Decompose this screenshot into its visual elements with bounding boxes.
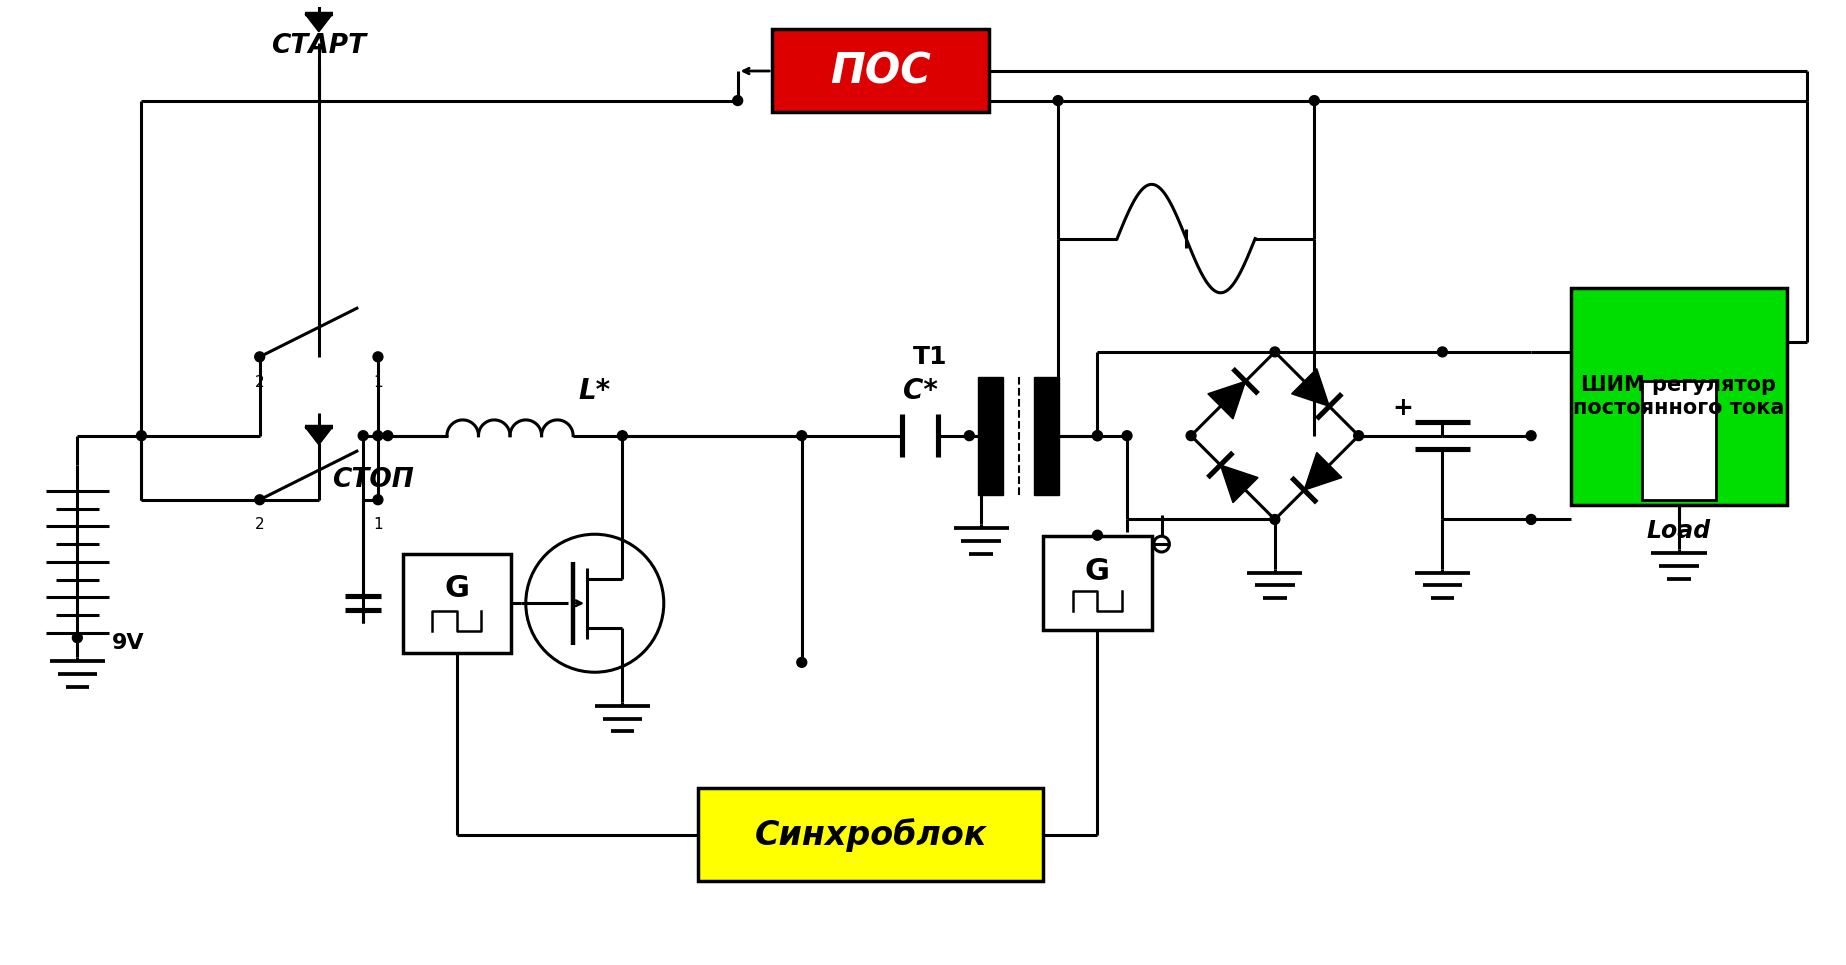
Polygon shape: [305, 14, 332, 32]
Text: 1: 1: [373, 517, 382, 533]
Text: ШИМ регулятор
постоянного тока: ШИМ регулятор постоянного тока: [1573, 374, 1785, 418]
Circle shape: [1187, 430, 1196, 441]
Circle shape: [1527, 514, 1536, 524]
Circle shape: [1353, 430, 1364, 441]
Circle shape: [1309, 96, 1320, 105]
Bar: [1641, 381, 1717, 500]
Text: C*: C*: [903, 377, 938, 405]
Text: L*: L*: [580, 377, 611, 405]
Text: 2: 2: [255, 517, 264, 533]
Circle shape: [137, 430, 146, 441]
Text: G: G: [445, 574, 469, 603]
Text: T1: T1: [912, 345, 947, 369]
Circle shape: [1093, 430, 1102, 441]
Text: 1: 1: [373, 374, 382, 390]
Text: Load: Load: [1647, 519, 1711, 543]
Polygon shape: [1220, 465, 1259, 503]
Text: Синхроблок: Синхроблок: [755, 818, 988, 852]
Bar: [402, 554, 511, 652]
Circle shape: [1270, 347, 1279, 357]
Polygon shape: [1292, 369, 1329, 406]
Circle shape: [373, 495, 382, 505]
Bar: [1571, 288, 1787, 505]
Text: 2: 2: [255, 374, 264, 390]
Text: ПОС: ПОС: [831, 50, 930, 92]
Text: СТАРТ: СТАРТ: [271, 34, 366, 60]
Circle shape: [373, 352, 382, 362]
Circle shape: [1270, 514, 1279, 524]
Circle shape: [255, 352, 264, 362]
Bar: [1034, 376, 1060, 495]
Circle shape: [733, 96, 742, 105]
Text: СТОП: СТОП: [332, 467, 414, 493]
Circle shape: [1438, 347, 1447, 357]
Circle shape: [797, 657, 807, 668]
Bar: [772, 29, 989, 112]
Circle shape: [358, 430, 367, 441]
Polygon shape: [1305, 453, 1342, 490]
Circle shape: [1093, 531, 1102, 540]
Bar: [978, 376, 1002, 495]
Text: G: G: [1085, 557, 1109, 586]
Circle shape: [1093, 430, 1102, 441]
Polygon shape: [305, 427, 332, 445]
Circle shape: [72, 633, 83, 643]
Circle shape: [382, 430, 393, 441]
Circle shape: [617, 430, 628, 441]
Bar: [1043, 537, 1152, 630]
Polygon shape: [1207, 381, 1246, 419]
Circle shape: [255, 495, 264, 505]
Circle shape: [373, 430, 382, 441]
Bar: [698, 787, 1043, 881]
Circle shape: [1122, 430, 1132, 441]
Circle shape: [797, 430, 807, 441]
Text: 9V: 9V: [113, 633, 144, 652]
Circle shape: [1527, 430, 1536, 441]
Circle shape: [1052, 96, 1063, 105]
Text: +: +: [1392, 396, 1414, 420]
Circle shape: [964, 430, 975, 441]
